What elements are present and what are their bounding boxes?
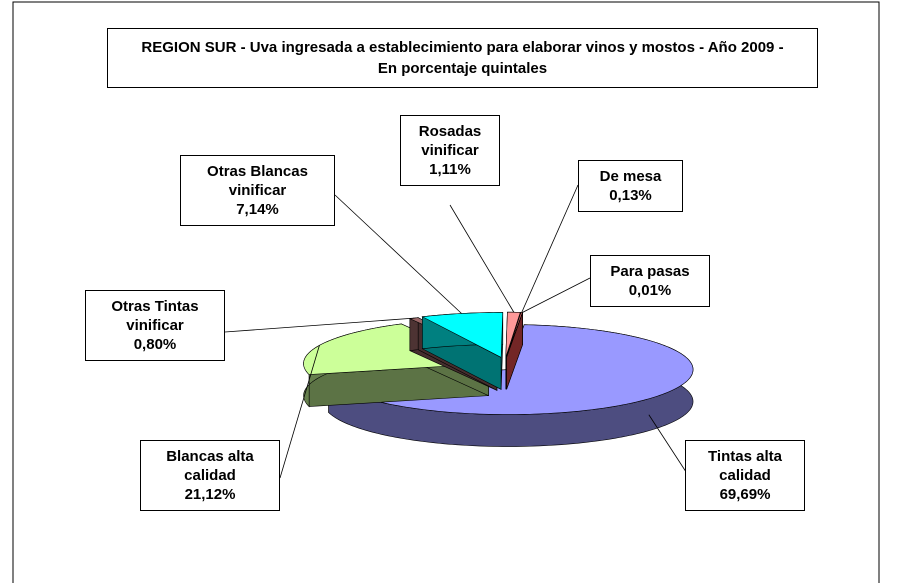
leader-line <box>521 184 579 313</box>
label-name: Otras Blancas vinificar <box>207 163 308 199</box>
leader-line <box>334 194 462 314</box>
label-name: Para pasas <box>610 263 690 280</box>
label-name: Tintas alta calidad <box>708 448 782 484</box>
label-name: Rosadas vinificar <box>418 123 482 159</box>
label-value: 0,80% <box>133 336 177 353</box>
data-label: Blancas alta calidad 21,12% <box>140 440 280 511</box>
label-value: 69,69% <box>719 486 771 503</box>
data-label: Otras Blancas vinificar 7,14% <box>180 155 335 226</box>
label-name: Blancas alta calidad <box>166 448 254 484</box>
leader-line <box>224 317 414 333</box>
data-label: Rosadas vinificar 1,11% <box>400 115 500 186</box>
leader-line <box>279 345 320 479</box>
frame <box>12 1 880 583</box>
slice-top <box>505 311 521 358</box>
label-value: 0,13% <box>609 187 652 204</box>
label-value: 21,12% <box>184 486 236 503</box>
leader-line <box>522 277 591 313</box>
slice-top <box>506 312 524 358</box>
data-label: De mesa 0,13% <box>578 160 683 212</box>
pie-slice <box>421 312 504 390</box>
data-label: Otras Tintas vinificar 0,80% <box>85 290 225 361</box>
slice-side <box>409 317 419 351</box>
data-label: Tintas alta calidad 69,69% <box>685 440 805 511</box>
label-value: 1,11% <box>429 161 471 178</box>
label-value: 7,14% <box>236 201 279 218</box>
data-label: Para pasas 0,01% <box>590 255 710 307</box>
pie-slice <box>506 312 524 390</box>
label-name: De mesa <box>599 168 662 185</box>
leader-line <box>449 204 515 313</box>
chart-title: REGION SUR - Uva ingresada a establecimi… <box>107 28 818 88</box>
label-value: 0,01% <box>628 282 672 299</box>
leader-line <box>648 414 691 479</box>
slice-top <box>421 312 504 358</box>
label-name: Otras Tintas vinificar <box>111 298 199 334</box>
